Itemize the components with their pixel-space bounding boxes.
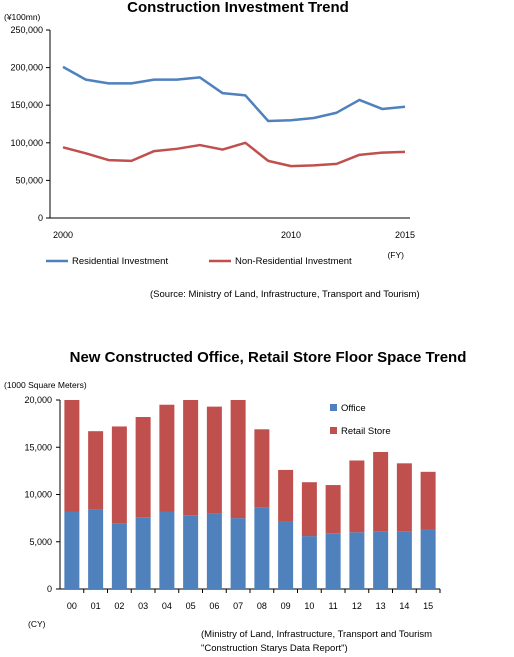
bar-office (230, 518, 246, 589)
x-tick-label: 2000 (53, 230, 73, 240)
x-tick-label: 2015 (395, 230, 415, 240)
bar-office (278, 521, 294, 589)
y-tick-label: 250,000 (10, 25, 43, 35)
bar-retail-store (278, 469, 294, 522)
legend-label-non-residential: Non-Residential Investment (235, 256, 352, 267)
x-tick-label: 05 (186, 601, 196, 611)
bar-chart-source-line-2: "Construction Starys Data Report") (201, 643, 348, 654)
legend-label-office: Office (341, 403, 366, 414)
bar-retail-store (64, 400, 80, 512)
bar-chart-y-unit: (1000 Square Meters) (4, 380, 87, 390)
line-chart-legend: Residential Investment Non-Residential I… (46, 256, 352, 267)
bar-retail-store (135, 417, 151, 518)
bar-office (64, 511, 80, 589)
bar-retail-store (325, 485, 341, 534)
x-tick-label: 01 (91, 601, 101, 611)
legend-label-retail-store: Retail Store (341, 426, 391, 437)
bar-retail-store (254, 429, 270, 508)
bar-retail-store (301, 482, 317, 537)
x-tick-label: 02 (114, 601, 124, 611)
x-tick-label: 14 (399, 601, 409, 611)
bar-office (349, 532, 365, 589)
bar-office (254, 507, 270, 589)
x-tick-label: 08 (257, 601, 267, 611)
x-tick-label: 04 (162, 601, 172, 611)
y-tick-label: 200,000 (10, 63, 43, 73)
bar-retail-store (111, 426, 127, 524)
bar-retail-store (396, 463, 412, 532)
y-tick-label: 0 (38, 213, 43, 223)
y-tick-label: 20,000 (24, 395, 52, 405)
bar-retail-store (349, 460, 365, 533)
y-tick-label: 0 (47, 584, 52, 594)
bar-chart-legend: Office Retail Store (330, 403, 391, 437)
bar-retail-store (206, 406, 222, 514)
x-tick-label: 06 (209, 601, 219, 611)
bar-chart: New Constructed Office, Retail Store Flo… (4, 349, 466, 654)
y-tick-label: 10,000 (24, 490, 52, 500)
bar-office (396, 531, 412, 589)
y-tick-label: 100,000 (10, 138, 43, 148)
bar-retail-store (88, 431, 104, 510)
bar-office (111, 523, 127, 589)
legend-swatch-office (330, 404, 337, 411)
x-tick-label: 13 (376, 601, 386, 611)
line-chart-x-unit: (FY) (387, 250, 404, 260)
bar-retail-store (230, 400, 246, 519)
y-tick-label: 50,000 (15, 175, 43, 185)
bar-chart-title: New Constructed Office, Retail Store Flo… (70, 349, 467, 366)
bar-chart-source-line-1: (Ministry of Land, Infrastructure, Trans… (201, 629, 432, 640)
y-tick-label: 15,000 (24, 442, 52, 452)
bar-office (301, 536, 317, 589)
x-tick-label: 11 (328, 601, 337, 611)
y-tick-label: 150,000 (10, 100, 43, 110)
line-chart-y-unit: (¥100mn) (4, 12, 41, 22)
y-tick-label: 5,000 (29, 537, 52, 547)
bar-chart-x-unit: (CY) (28, 619, 46, 629)
line-chart-source: (Source: Ministry of Land, Infrastructur… (150, 289, 420, 300)
bar-office (88, 509, 104, 589)
bar-retail-store (159, 404, 175, 512)
bar-office (183, 515, 199, 589)
series-line-non-residential (62, 141, 406, 168)
series-line-residential (62, 65, 406, 123)
legend-label-residential: Residential Investment (72, 256, 168, 267)
bar-retail-store (420, 471, 436, 530)
x-tick-label: 15 (423, 601, 433, 611)
bar-office (206, 513, 222, 589)
bar-office (420, 529, 436, 589)
bar-office (135, 517, 151, 589)
x-tick-label: 12 (352, 601, 362, 611)
legend-swatch-retail-store (330, 427, 337, 434)
line-chart-title: Construction Investment Trend (127, 0, 349, 16)
x-tick-label: 2010 (281, 230, 301, 240)
bar-retail-store (183, 400, 199, 516)
bar-retail-store (373, 451, 389, 532)
x-tick-label: 00 (67, 601, 77, 611)
x-tick-label: 07 (233, 601, 243, 611)
x-tick-label: 09 (281, 601, 291, 611)
x-tick-label: 10 (304, 601, 314, 611)
bar-office (373, 531, 389, 589)
x-tick-label: 03 (138, 601, 148, 611)
bar-office (325, 533, 341, 589)
bar-office (159, 511, 175, 589)
line-chart: Construction Investment Trend (¥100mn) 0… (4, 0, 420, 300)
